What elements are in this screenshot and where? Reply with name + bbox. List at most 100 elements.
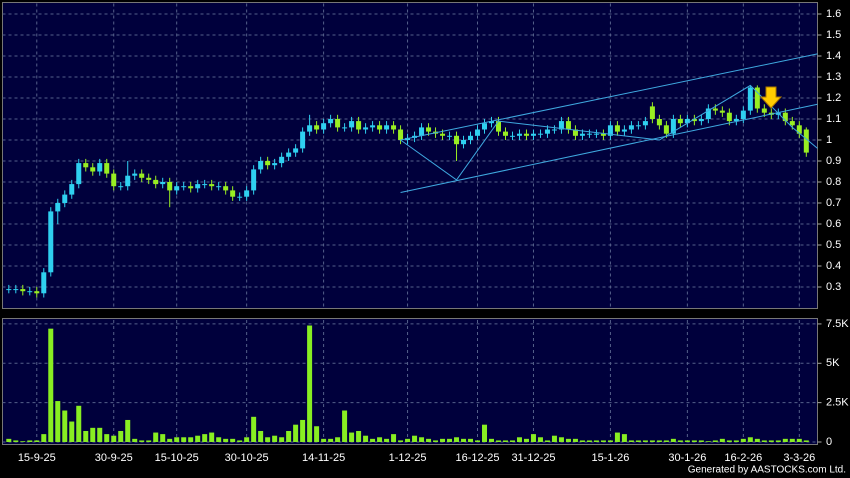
x-tick-label: 16-12-25 — [455, 452, 499, 464]
volume-bar — [405, 438, 411, 442]
volume-bar — [202, 434, 208, 442]
candle-body — [118, 186, 124, 188]
candle-body — [6, 289, 12, 291]
candle-body — [551, 129, 557, 131]
volume-bar — [677, 440, 683, 442]
candle-body — [34, 291, 40, 294]
candle-body — [440, 133, 446, 136]
volume-bar — [27, 440, 33, 442]
y-tick-label: 0.3 — [826, 281, 841, 293]
volume-bar — [516, 437, 522, 442]
volume-bar — [803, 440, 809, 442]
volume-bar — [565, 438, 571, 442]
x-tick-label: 31-12-25 — [511, 452, 555, 464]
candle-body — [803, 129, 809, 153]
volume-bar — [265, 437, 271, 442]
candle-body — [579, 133, 585, 136]
volume-bar — [216, 437, 222, 442]
volume-bar — [684, 440, 690, 442]
volume-bar — [48, 328, 54, 442]
candle-body — [461, 140, 467, 145]
y-tick-label: 1.1 — [826, 113, 841, 125]
candle-body — [740, 110, 746, 119]
candle-body — [523, 133, 529, 136]
marks: 15-9-25 30-9-25 15-10-25 30-10-25 14-11-25 1-… — [2, 3, 849, 464]
volume-bar — [244, 437, 250, 442]
volume-bar — [782, 438, 788, 442]
candle-body — [342, 127, 348, 129]
candle-body — [230, 190, 236, 197]
volume-bar — [286, 430, 292, 442]
volume-bar — [454, 437, 460, 442]
y-tick-label: 1.3 — [826, 71, 841, 83]
volume-bar — [544, 440, 550, 442]
candle-body — [111, 173, 117, 187]
candle-body — [307, 125, 313, 132]
volume-bar — [111, 435, 117, 442]
candle-body — [69, 184, 75, 195]
volume-bar — [230, 438, 236, 442]
candle-body — [747, 87, 753, 111]
volume-bar — [20, 441, 26, 442]
candle-body — [216, 186, 222, 188]
volume-bar — [642, 440, 648, 442]
footer: Generated by AASTOCKS.com Ltd. — [688, 465, 846, 476]
volume-bar — [789, 438, 795, 442]
trend-line — [400, 103, 818, 193]
candle-body — [97, 163, 103, 172]
volume-bar — [733, 440, 739, 442]
volume-bar — [41, 434, 47, 442]
volume-bar — [97, 427, 103, 442]
volume-bar — [426, 438, 432, 442]
volume-bar — [614, 432, 620, 442]
volume-bar — [719, 438, 725, 442]
candle-body — [677, 119, 683, 124]
candle-body — [41, 272, 47, 294]
volume-bar — [153, 432, 159, 442]
candle-body — [789, 121, 795, 126]
candle-body — [649, 106, 655, 119]
volume-bar — [55, 401, 61, 442]
volume-bar — [132, 438, 138, 442]
candle-body — [181, 186, 187, 188]
volume-bar — [6, 438, 12, 442]
candle-body — [160, 182, 166, 185]
x-tick-label: 30-1-26 — [668, 452, 706, 464]
y-tick-label: 0 — [826, 436, 832, 448]
volume-bar — [419, 437, 425, 442]
candle-body — [419, 127, 425, 136]
y-tick-label: 0.6 — [826, 218, 841, 230]
volume-bar — [447, 438, 453, 442]
volume-bar — [475, 440, 481, 442]
candle-body — [509, 135, 515, 137]
candle-body — [258, 161, 264, 170]
x-tick-label: 14-11-25 — [302, 452, 345, 464]
volume-bar — [13, 440, 19, 442]
volume-bar — [551, 435, 557, 442]
volume-bar — [76, 405, 82, 442]
x-tick-label: 30-10-25 — [225, 452, 269, 464]
candle-body — [642, 121, 648, 126]
volume-bar — [572, 438, 578, 442]
candle-body — [48, 211, 54, 273]
volume-bar — [761, 440, 767, 442]
volume-bar — [593, 440, 599, 442]
candle-body — [62, 194, 68, 203]
x-tick-label: 3-3-26 — [783, 452, 815, 464]
candle-body — [621, 129, 627, 132]
volume-bar — [90, 427, 96, 442]
x-tick-label: 15-1-26 — [591, 452, 629, 464]
candle-body — [691, 119, 697, 122]
x-tick-label: 15-10-25 — [155, 452, 199, 464]
volume-bar — [384, 438, 390, 442]
volume-bar — [69, 421, 75, 442]
candle-body — [684, 119, 690, 124]
candle-body — [782, 112, 788, 122]
volume-bar — [188, 437, 194, 442]
candle-body — [628, 125, 634, 130]
volume-bar — [314, 426, 320, 442]
candle-body — [530, 133, 536, 136]
candle-body — [55, 203, 61, 212]
candle-body — [754, 87, 760, 109]
volume-bar — [530, 434, 536, 442]
